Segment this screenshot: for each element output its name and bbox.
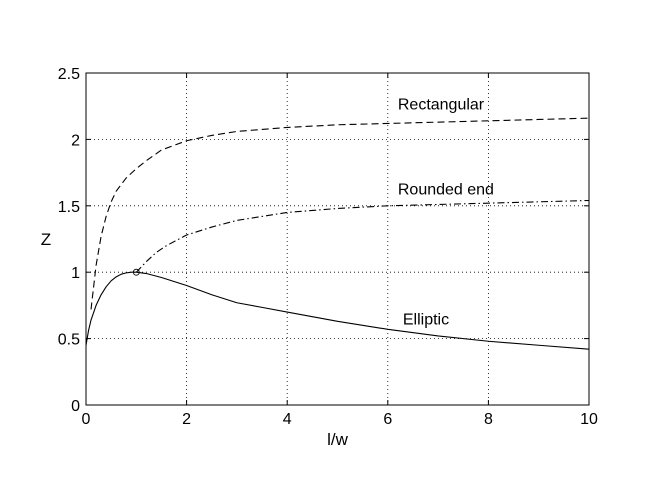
- x-tick-label: 8: [484, 411, 493, 428]
- y-tick-label: 1: [71, 265, 80, 282]
- y-axis-label: Z: [41, 230, 51, 249]
- y-tick-label: 0: [71, 398, 80, 415]
- series-line-rectangular: [90, 117, 590, 310]
- x-tick-label: 6: [383, 411, 392, 428]
- x-tick-label: 2: [182, 411, 191, 428]
- annotations: Rectangular Rounded end Elliptic: [398, 97, 494, 329]
- axis-ticks: [85, 72, 590, 406]
- annotation-rounded-end: Rounded end: [398, 182, 494, 199]
- annotation-elliptic: Elliptic: [403, 312, 449, 329]
- annotation-rectangular: Rectangular: [398, 97, 485, 114]
- x-tick-label: 0: [82, 411, 91, 428]
- series-line-rounded-end: [135, 199, 590, 273]
- y-tick-label: 1.5: [58, 199, 80, 216]
- grid-lines: [86, 73, 589, 405]
- y-tick-label: 2: [71, 132, 80, 149]
- series-line-elliptic: [85, 271, 590, 350]
- tick-labels: 0 2 4 6 8 10 0 0.5 1 1.5 2 2.5: [58, 66, 598, 428]
- y-tick-label: 0.5: [58, 332, 80, 349]
- x-axis-label: l/w: [327, 430, 349, 449]
- data-marker-0: [132, 268, 140, 276]
- x-tick-label: 4: [283, 411, 292, 428]
- plot-frame: [85, 72, 590, 406]
- y-tick-label: 2.5: [58, 66, 80, 83]
- x-tick-label: 10: [580, 411, 598, 428]
- series-layer: [85, 117, 590, 350]
